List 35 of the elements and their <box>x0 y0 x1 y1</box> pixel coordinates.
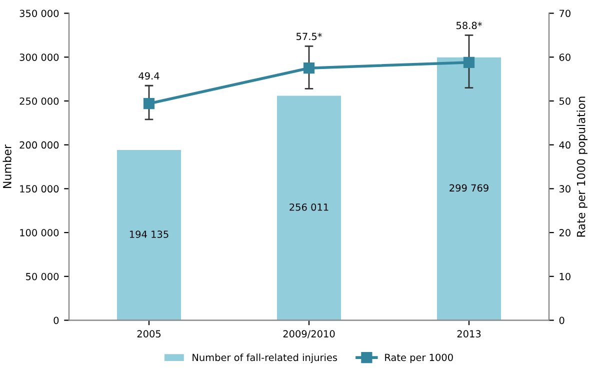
point <box>463 56 475 68</box>
y2-tick-label: 50 <box>559 97 570 105</box>
legend-label: Number of fall-related injuries <box>192 354 338 363</box>
data-label: 299 769 <box>450 184 488 192</box>
data-label: 58.8* <box>456 22 482 30</box>
x-tick-label: 2009/2010 <box>283 330 335 338</box>
bar <box>277 96 341 320</box>
data-label: 49.4 <box>138 72 160 80</box>
y-tick-label: 0 <box>54 316 59 324</box>
y-tick-label: 300 000 <box>20 54 59 61</box>
x-tick-label: 2005 <box>137 330 161 338</box>
point <box>143 98 155 110</box>
y-tick-label: 350 000 <box>20 10 59 18</box>
y-axis-title: Number <box>2 144 12 188</box>
y2-tick-label: 10 <box>560 272 570 280</box>
y-tick-label: 250 000 <box>20 97 59 105</box>
point <box>303 62 315 74</box>
data-label: 194 135 <box>130 230 168 238</box>
data-label: 256 011 <box>290 203 328 211</box>
y2-tick-label: 30 <box>559 185 570 193</box>
bar <box>437 57 501 320</box>
data-label: 57.5* <box>296 32 322 40</box>
legend-label: Rate per 1000 <box>385 354 453 363</box>
y-tick-label: 50 000 <box>26 272 59 280</box>
y2-tick-label: 40 <box>559 141 570 149</box>
y2-tick-label: 20 <box>559 229 570 236</box>
y-tick-label: 150 000 <box>20 185 59 193</box>
y-tick-label: 200 000 <box>20 141 59 149</box>
bar <box>117 150 181 320</box>
y2-tick-label: 60 <box>559 54 570 61</box>
y2-tick-label: 0 <box>559 316 564 324</box>
y2-axis-title: Rate per 1000 population <box>576 96 588 237</box>
x-tick-label: 2013 <box>457 330 481 338</box>
y2-tick-label: 70 <box>560 10 570 18</box>
y-tick-label: 100 000 <box>20 229 59 236</box>
